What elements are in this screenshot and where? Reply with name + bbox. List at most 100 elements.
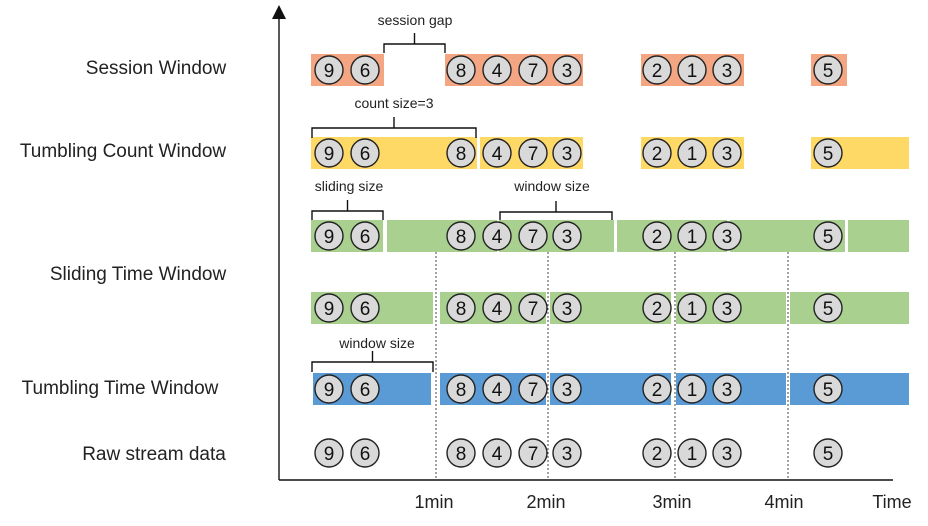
event-value: 1 — [687, 227, 698, 248]
event-circle: 4 — [482, 293, 512, 323]
event-value: 9 — [324, 299, 335, 320]
event-value: 8 — [456, 61, 467, 82]
event-value: 7 — [528, 380, 539, 401]
window-size-sliding-bracket — [499, 201, 613, 220]
event-value: 4 — [492, 380, 503, 401]
event-circle: 9 — [314, 374, 344, 404]
event-value: 2 — [652, 380, 663, 401]
event-value: 9 — [324, 444, 335, 465]
event-circle: 8 — [446, 374, 476, 404]
window-size-tumbling-bracket — [311, 351, 434, 372]
event-circle: 1 — [677, 293, 707, 323]
event-value: 3 — [722, 444, 733, 465]
sliding-window-bar — [387, 220, 497, 252]
event-circle: 7 — [518, 221, 548, 251]
event-circle: 3 — [712, 221, 742, 251]
event-circle: 4 — [482, 374, 512, 404]
event-value: 3 — [722, 144, 733, 165]
event-value: 3 — [722, 299, 733, 320]
time-guides — [435, 252, 789, 480]
event-circle: 3 — [552, 293, 582, 323]
event-circle: 2 — [642, 438, 672, 468]
tick-label-1min: 1min — [414, 492, 453, 512]
event-circle: 5 — [813, 374, 843, 404]
tick-label-3min: 3min — [652, 492, 691, 512]
event-value: 6 — [360, 299, 371, 320]
event-value: 7 — [528, 144, 539, 165]
event-value: 8 — [456, 227, 467, 248]
event-value: 4 — [492, 227, 503, 248]
annotation-brackets — [311, 33, 613, 372]
event-circle: 3 — [712, 293, 742, 323]
event-circle: 3 — [552, 138, 582, 168]
event-value: 8 — [456, 144, 467, 165]
event-circle: 6 — [350, 293, 380, 323]
event-value: 3 — [722, 227, 733, 248]
row-label-session-window: Session Window — [86, 58, 227, 79]
event-circle: 8 — [446, 221, 476, 251]
events: 9 6 8 4 7 3 2 1 3 5 9 6 8 4 7 3 2 1 3 5 9 6 8 4 7 3 2 1 3 5 9 6 8 4 7 3 2 1 3 5… — [314, 55, 843, 468]
event-value: 2 — [652, 227, 663, 248]
event-circle: 1 — [677, 55, 707, 85]
event-circle: 4 — [482, 438, 512, 468]
row-label-raw-stream-data: Raw stream data — [82, 444, 226, 465]
event-value: 6 — [360, 380, 371, 401]
row-label-tumbling-count-window: Tumbling Count Window — [20, 141, 227, 162]
sliding-window-bar — [790, 292, 909, 324]
tick-label-4min: 4min — [764, 492, 803, 512]
event-circle: 3 — [712, 138, 742, 168]
sliding-size-bracket — [311, 200, 384, 220]
event-circle: 7 — [518, 55, 548, 85]
event-value: 2 — [652, 61, 663, 82]
event-value: 2 — [652, 444, 663, 465]
event-value: 3 — [722, 61, 733, 82]
event-value: 7 — [528, 444, 539, 465]
event-value: 9 — [324, 61, 335, 82]
event-circle: 8 — [446, 138, 476, 168]
event-value: 4 — [492, 144, 503, 165]
event-circle: 5 — [813, 293, 843, 323]
event-circle: 7 — [518, 293, 548, 323]
event-circle: 1 — [677, 221, 707, 251]
event-value: 4 — [492, 299, 503, 320]
event-circle: 5 — [813, 221, 843, 251]
event-circle: 8 — [446, 438, 476, 468]
event-circle: 4 — [482, 221, 512, 251]
event-value: 3 — [562, 61, 573, 82]
event-circle: 3 — [552, 55, 582, 85]
count-size-label: count size=3 — [355, 95, 434, 111]
event-value: 2 — [652, 299, 663, 320]
event-circle: 7 — [518, 138, 548, 168]
sliding-window-bar — [848, 220, 909, 252]
event-value: 3 — [722, 380, 733, 401]
event-circle: 6 — [350, 138, 380, 168]
event-value: 6 — [360, 444, 371, 465]
event-value: 5 — [823, 444, 834, 465]
window-size-tumbling-label: window size — [338, 335, 415, 351]
event-circle: 3 — [552, 374, 582, 404]
event-value: 5 — [823, 227, 834, 248]
event-circle: 2 — [642, 374, 672, 404]
event-circle: 3 — [712, 438, 742, 468]
event-value: 6 — [360, 144, 371, 165]
event-circle: 4 — [482, 55, 512, 85]
event-value: 9 — [324, 380, 335, 401]
event-value: 3 — [562, 227, 573, 248]
event-circle: 8 — [446, 293, 476, 323]
event-value: 1 — [687, 380, 698, 401]
event-circle: 9 — [314, 221, 344, 251]
session-gap-label: session gap — [378, 12, 453, 28]
event-circle: 4 — [482, 138, 512, 168]
event-circle: 6 — [350, 374, 380, 404]
event-value: 8 — [456, 299, 467, 320]
event-circle: 1 — [677, 374, 707, 404]
event-value: 3 — [562, 380, 573, 401]
event-value: 1 — [687, 299, 698, 320]
event-circle: 5 — [813, 438, 843, 468]
event-circle: 2 — [642, 221, 672, 251]
event-value: 7 — [528, 227, 539, 248]
sliding-window-bar — [617, 220, 727, 252]
window-size-sliding-label: window size — [513, 178, 590, 194]
event-value: 9 — [324, 227, 335, 248]
